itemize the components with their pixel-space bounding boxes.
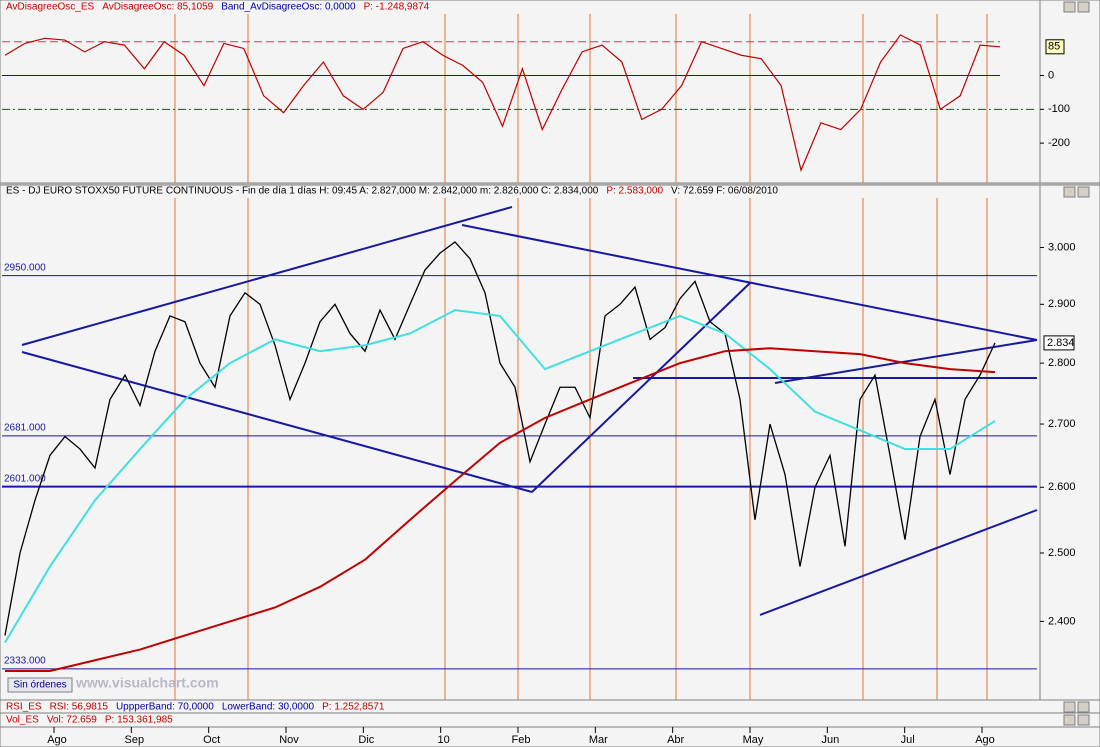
- orders-button-label: Sin órdenes: [13, 680, 66, 691]
- time-axis: [0, 726, 1100, 747]
- y-tick-label: 2.800: [1048, 357, 1076, 369]
- last-price-label: 2.834: [1047, 337, 1075, 349]
- header-text: P: 1.252,8571: [322, 702, 385, 713]
- y-tick-label: -200: [1048, 137, 1070, 149]
- level-label: 2950.000: [4, 262, 46, 273]
- x-tick-label: Sep: [125, 734, 145, 746]
- x-tick-label: Nov: [279, 734, 299, 746]
- x-tick-label: Ago: [47, 734, 67, 746]
- close-button[interactable]: [1077, 1, 1090, 13]
- header-text: AvDisagreeOsc: 85,1059: [102, 2, 213, 13]
- y-tick-label: 2.500: [1048, 547, 1076, 559]
- x-tick-label: Dic: [358, 734, 374, 746]
- minimize-button[interactable]: [1063, 186, 1076, 198]
- header-text: ES - DJ EURO STOXX50 FUTURE CONTINUOUS -…: [6, 186, 599, 197]
- minimize-button[interactable]: [1063, 1, 1076, 13]
- minimize-button[interactable]: [1063, 701, 1076, 713]
- last-price-box: [1043, 335, 1075, 351]
- osc-line: [4, 34, 1001, 173]
- header-text: LowerBand: 30,0000: [222, 702, 315, 713]
- y-tick-label: -100: [1048, 103, 1070, 115]
- y-tick-label: 2.600: [1048, 481, 1076, 493]
- x-tick-label: Oct: [203, 734, 220, 746]
- level-label: 2333.000: [4, 655, 46, 666]
- x-tick-label: Jul: [901, 734, 915, 746]
- header-text: UppperBand: 70,0000: [116, 702, 214, 713]
- x-tick-label: May: [743, 734, 764, 746]
- header-text: RSI_ES: [6, 702, 42, 713]
- x-tick-label: Abr: [667, 734, 684, 746]
- osc-axis: [1039, 0, 1100, 184]
- x-tick-label: Ago: [975, 734, 995, 746]
- moving-average: [4, 309, 996, 643]
- y-tick-label: 3.000: [1048, 241, 1076, 253]
- window-buttons: [1063, 1, 1090, 726]
- moving-average: [5, 347, 996, 672]
- watermark: www.visualchart.com: [75, 675, 219, 691]
- header-text: V: 72.659 F: 06/08/2010: [671, 186, 778, 197]
- current-value-label: 85: [1048, 41, 1060, 53]
- header-text: Vol: 72.659: [47, 715, 97, 726]
- header-text: RSI: 56,9815: [50, 702, 109, 713]
- close-button[interactable]: [1077, 186, 1090, 198]
- y-tick-label: 2.900: [1048, 298, 1076, 310]
- level-label: 2681.000: [4, 423, 46, 434]
- current-value-box: [1045, 39, 1065, 55]
- main-axis: [1039, 184, 1100, 701]
- close-button[interactable]: [1077, 714, 1090, 726]
- x-tick-label: Jun: [821, 734, 839, 746]
- price-line: [4, 241, 996, 636]
- y-tick-label: 0: [1048, 69, 1054, 81]
- level-label: 2601.000: [4, 473, 46, 484]
- osc-panel: [0, 0, 1041, 184]
- orders-button[interactable]: [7, 677, 73, 693]
- header-text: P: 153.361,985: [105, 715, 173, 726]
- header-text: P: 2.583,000: [606, 186, 663, 197]
- minimize-button[interactable]: [1063, 714, 1076, 726]
- header-text: P: -1.248,9874: [364, 2, 430, 13]
- close-button[interactable]: [1077, 701, 1090, 713]
- x-tick-label: Feb: [512, 734, 531, 746]
- main-panel: [0, 184, 1041, 701]
- x-tick-label: 10: [438, 734, 450, 746]
- header-text: AvDisagreeOsc_ES: [6, 2, 95, 13]
- y-tick-label: 2.700: [1048, 418, 1076, 430]
- x-tick-label: Mar: [589, 734, 608, 746]
- header-text: Band_AvDisagreeOsc: 0,0000: [221, 2, 356, 13]
- y-tick-label: 2.400: [1048, 615, 1076, 627]
- header-text: Vol_ES: [6, 715, 39, 726]
